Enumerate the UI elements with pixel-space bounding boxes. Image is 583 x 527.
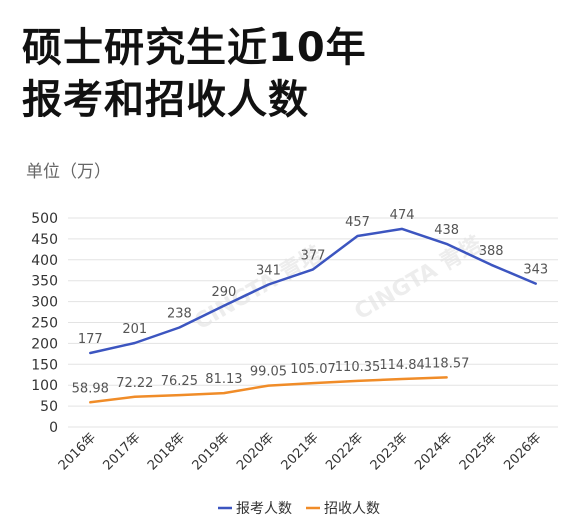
title-line-2: 报考和招收人数 — [22, 77, 309, 123]
x-tick-label: 2019年 — [190, 430, 233, 473]
page-title: 硕士研究生近10年 报考和招收人数 — [22, 22, 367, 126]
x-tick-label: 2024年 — [412, 430, 455, 473]
data-label: 377 — [301, 248, 326, 263]
data-label: 58.98 — [72, 381, 109, 396]
unit-label: 单位（万） — [26, 162, 111, 182]
series-line-2 — [89, 376, 448, 404]
data-label: 110.35 — [335, 360, 381, 375]
y-tick-label: 0 — [49, 420, 58, 436]
x-tick-label: 2021年 — [279, 430, 322, 473]
x-axis: 2016年 2017年 2018年 2019年 2020年 2021年 2022年 2023年… — [56, 430, 545, 473]
y-tick-label: 500 — [31, 211, 58, 227]
watermark-text: CINGTA 青塔 — [351, 232, 488, 325]
chart-grid — [68, 217, 558, 428]
data-label: 177 — [78, 332, 103, 347]
legend-label-2: 招收人数 — [324, 501, 380, 517]
data-label: 118.57 — [424, 356, 470, 371]
x-tick-label: 2026年 — [501, 430, 544, 473]
data-labels: 177 201 238 290 341 377 457 474 438 388 343 58.98 72… — [72, 208, 548, 396]
data-label: 290 — [211, 285, 236, 300]
data-label: 457 — [345, 215, 370, 230]
data-label: 76.25 — [161, 374, 198, 389]
title-line-1: 硕士研究生近10年 — [22, 25, 367, 71]
data-label: 201 — [122, 322, 147, 337]
series-line-1 — [89, 227, 537, 355]
y-tick-label: 100 — [31, 378, 58, 394]
y-tick-label: 350 — [31, 274, 58, 290]
x-tick-label: 2025年 — [457, 430, 500, 473]
watermarks: CINGTA 青塔 CINGTA 青塔 — [191, 232, 488, 335]
x-tick-label: 2023年 — [368, 430, 411, 473]
y-axis: 0 50 100 150 200 250 300 350 400 450 500 — [31, 211, 58, 436]
data-label: 343 — [523, 263, 548, 278]
y-tick-label: 250 — [31, 316, 58, 332]
chart-legend: 报考人数 招收人数 — [218, 501, 380, 517]
data-label: 341 — [256, 263, 281, 278]
y-tick-label: 300 — [31, 295, 58, 311]
y-tick-label: 150 — [31, 357, 58, 373]
y-tick-label: 200 — [31, 336, 58, 352]
data-label: 99.05 — [250, 365, 287, 380]
y-tick-label: 450 — [31, 232, 58, 248]
data-label: 474 — [390, 208, 415, 223]
x-tick-label: 2022年 — [323, 430, 366, 473]
x-tick-label: 2018年 — [145, 430, 188, 473]
x-tick-label: 2017年 — [100, 430, 143, 473]
data-label: 105.07 — [290, 362, 336, 377]
data-label: 72.22 — [116, 376, 153, 391]
data-label: 388 — [479, 244, 504, 259]
y-tick-label: 50 — [40, 399, 58, 415]
data-label: 438 — [434, 223, 459, 238]
x-tick-label: 2016年 — [56, 430, 99, 473]
y-tick-label: 400 — [31, 253, 58, 269]
chart-series — [89, 227, 537, 404]
data-label: 238 — [167, 307, 192, 322]
data-label: 81.13 — [205, 372, 242, 387]
legend-label-1: 报考人数 — [236, 501, 292, 517]
data-label: 114.84 — [379, 358, 425, 373]
x-tick-label: 2020年 — [234, 430, 277, 473]
